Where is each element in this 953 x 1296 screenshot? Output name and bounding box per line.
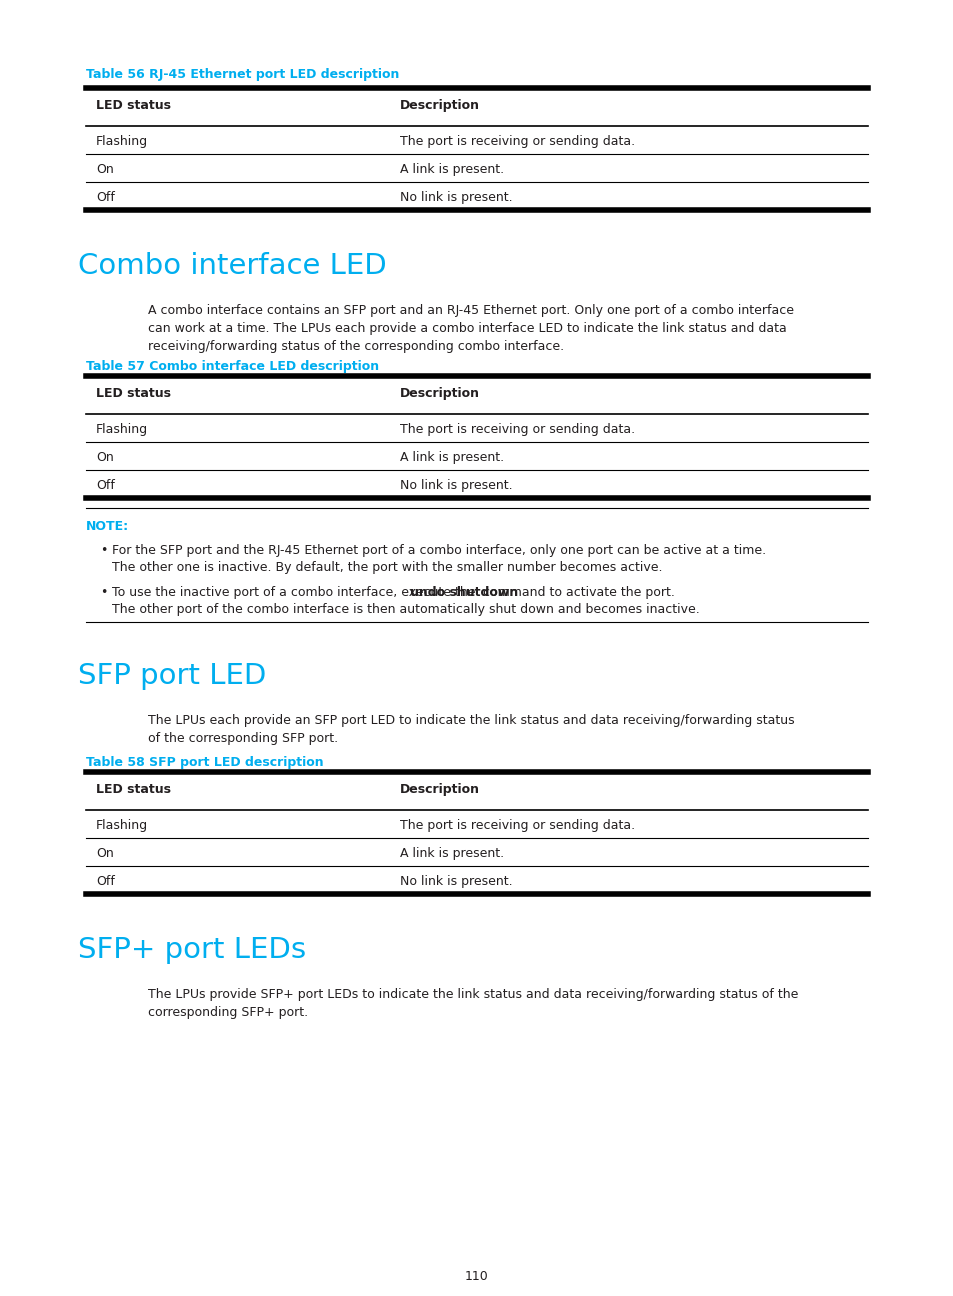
Text: NOTE:: NOTE: xyxy=(86,520,129,533)
Text: To use the inactive port of a combo interface, execute the: To use the inactive port of a combo inte… xyxy=(112,586,479,599)
Text: Off: Off xyxy=(96,875,114,888)
Text: Table 58 SFP port LED description: Table 58 SFP port LED description xyxy=(86,756,323,769)
Text: Off: Off xyxy=(96,480,114,492)
Text: Off: Off xyxy=(96,191,114,203)
Text: 110: 110 xyxy=(465,1270,488,1283)
Text: A link is present.: A link is present. xyxy=(399,451,503,464)
Text: SFP+ port LEDs: SFP+ port LEDs xyxy=(78,936,306,964)
Text: Table 57 Combo interface LED description: Table 57 Combo interface LED description xyxy=(86,360,378,373)
Text: On: On xyxy=(96,451,113,464)
Text: Table 56 RJ-45 Ethernet port LED description: Table 56 RJ-45 Ethernet port LED descrip… xyxy=(86,67,399,80)
Text: SFP port LED: SFP port LED xyxy=(78,662,266,689)
Text: LED status: LED status xyxy=(96,98,171,111)
Text: The port is receiving or sending data.: The port is receiving or sending data. xyxy=(399,135,635,148)
Text: •: • xyxy=(100,586,108,599)
Text: No link is present.: No link is present. xyxy=(399,191,512,203)
Text: receiving/forwarding status of the corresponding combo interface.: receiving/forwarding status of the corre… xyxy=(148,340,563,353)
Text: can work at a time. The LPUs each provide a combo interface LED to indicate the : can work at a time. The LPUs each provid… xyxy=(148,321,786,334)
Text: Flashing: Flashing xyxy=(96,819,148,832)
Text: corresponding SFP+ port.: corresponding SFP+ port. xyxy=(148,1006,308,1019)
Text: Flashing: Flashing xyxy=(96,422,148,435)
Text: No link is present.: No link is present. xyxy=(399,480,512,492)
Text: LED status: LED status xyxy=(96,388,171,400)
Text: undo shutdown: undo shutdown xyxy=(410,586,517,599)
Text: Description: Description xyxy=(399,388,479,400)
Text: A combo interface contains an SFP port and an RJ-45 Ethernet port. Only one port: A combo interface contains an SFP port a… xyxy=(148,305,793,318)
Text: The port is receiving or sending data.: The port is receiving or sending data. xyxy=(399,422,635,435)
Text: LED status: LED status xyxy=(96,783,171,796)
Text: A link is present.: A link is present. xyxy=(399,163,503,176)
Text: command to activate the port.: command to activate the port. xyxy=(478,586,674,599)
Text: of the corresponding SFP port.: of the corresponding SFP port. xyxy=(148,732,337,745)
Text: Description: Description xyxy=(399,98,479,111)
Text: •: • xyxy=(100,544,108,557)
Text: The LPUs provide SFP+ port LEDs to indicate the link status and data receiving/f: The LPUs provide SFP+ port LEDs to indic… xyxy=(148,988,798,1001)
Text: For the SFP port and the RJ-45 Ethernet port of a combo interface, only one port: For the SFP port and the RJ-45 Ethernet … xyxy=(112,544,765,557)
Text: The port is receiving or sending data.: The port is receiving or sending data. xyxy=(399,819,635,832)
Text: The other port of the combo interface is then automatically shut down and become: The other port of the combo interface is… xyxy=(112,603,699,616)
Text: The LPUs each provide an SFP port LED to indicate the link status and data recei: The LPUs each provide an SFP port LED to… xyxy=(148,714,794,727)
Text: Description: Description xyxy=(399,783,479,796)
Text: On: On xyxy=(96,848,113,861)
Text: Combo interface LED: Combo interface LED xyxy=(78,251,386,280)
Text: No link is present.: No link is present. xyxy=(399,875,512,888)
Text: On: On xyxy=(96,163,113,176)
Text: The other one is inactive. By default, the port with the smaller number becomes : The other one is inactive. By default, t… xyxy=(112,561,661,574)
Text: A link is present.: A link is present. xyxy=(399,848,503,861)
Text: Flashing: Flashing xyxy=(96,135,148,148)
